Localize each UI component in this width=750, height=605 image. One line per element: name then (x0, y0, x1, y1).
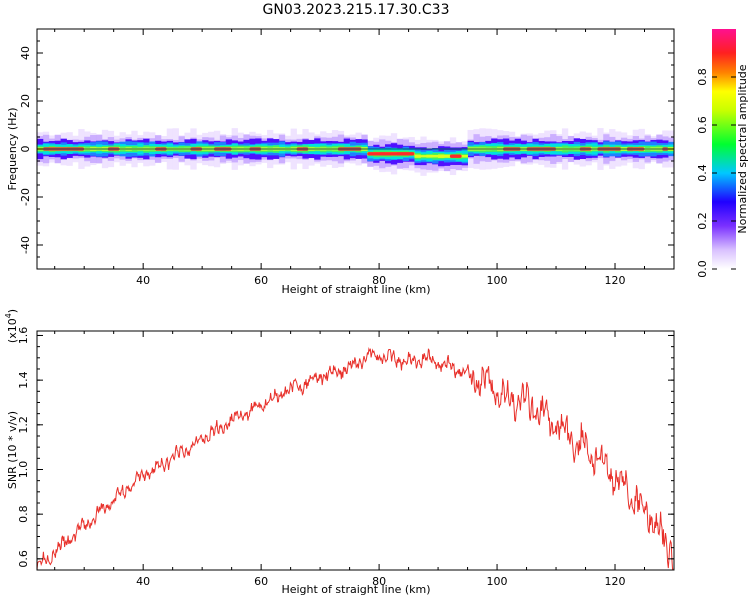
snr-ytick-label: 0.8 (17, 505, 30, 523)
snr-ytick-label: 1.6 (17, 327, 30, 345)
spectrogram-cell (426, 154, 433, 158)
snr-ytick-label: 1.4 (17, 371, 30, 389)
spectrogram-ytick-label: -20 (19, 188, 32, 206)
spectrogram-cell (438, 154, 445, 158)
snr-frame (36, 330, 675, 571)
spectrogram-ytick-label: 20 (19, 94, 32, 108)
spectrogram-xtick-label: 80 (372, 274, 386, 287)
snr-xtick-label: 100 (487, 575, 508, 588)
snr-plot-area (37, 331, 674, 570)
spectrogram-ylabel: Frequency (Hz) (6, 108, 19, 191)
spectrogram-peak (449, 154, 462, 158)
colorbar-tick-label: 0.4 (696, 164, 709, 182)
colorbar-ticks: 0.0 0.2 0.4 0.6 0.8 (696, 68, 736, 278)
spectrogram-ytick-label: -40 (19, 236, 32, 254)
figure-title: GN03.2023.215.17.30.C33 (263, 2, 450, 18)
spectrogram-panel: 40 60 80 100 120 40 20 0 -20 -40 Height of straig… (6, 28, 675, 296)
spectrogram-xtick-label: 40 (136, 274, 150, 287)
colorbar-tick-label: 0.2 (696, 212, 709, 230)
snr-ylabel: SNR (10 * v/v) (6, 411, 19, 489)
snr-xtick-label: 60 (254, 575, 268, 588)
snr-xlabel: Height of straight line (km) (281, 583, 430, 596)
colorbar-label: Normalized spectral amplitude (736, 64, 749, 233)
colorbar-tick-label: 0.8 (696, 68, 709, 86)
colorbar-tick-label: 0.6 (696, 116, 709, 134)
spectrogram-peak (367, 152, 415, 156)
spectrogram-xtick-label: 60 (254, 274, 268, 287)
snr-ytick-label: 1.2 (17, 416, 30, 434)
frequency-band (37, 128, 674, 176)
snr-xtick-label: 120 (605, 575, 626, 588)
snr-xtick-label: 40 (136, 575, 150, 588)
spectrogram-xtick-label: 120 (605, 274, 626, 287)
snr-ytick-label: 1.0 (17, 461, 30, 479)
snr-ytick-label: 0.6 (17, 550, 30, 568)
spectrogram-cell (461, 154, 468, 158)
spectrogram-xtick-label: 100 (487, 274, 508, 287)
snr-scale-label: (x104) (4, 309, 19, 343)
spectrogram-cell (432, 154, 439, 158)
colorbar-gradient (712, 29, 736, 269)
snr-panel: 40 60 80 100 120 1.6 1.4 1.2 1.0 0.8 0.6 Height of… (4, 309, 675, 596)
spectrogram-cell (443, 154, 451, 158)
spectrogram-ytick-label: 0 (19, 146, 32, 153)
colorbar-tick-label: 0.0 (696, 260, 709, 278)
spectrogram-cell (420, 155, 427, 158)
snr-xtick-label: 80 (372, 575, 386, 588)
spectrogram-ytick-label: 40 (19, 46, 32, 60)
snr-ticks: 40 60 80 100 120 1.6 1.4 1.2 1.0 0.8 0.6 (17, 327, 675, 588)
snr-series-line (37, 346, 674, 570)
colorbar: 0.0 0.2 0.4 0.6 0.8 Normalized spectral ampl… (696, 29, 749, 278)
spectrogram-xlabel: Height of straight line (km) (281, 283, 430, 296)
spectrogram-cell (414, 154, 421, 158)
spectrogram-ticks: 40 60 80 100 120 40 20 0 -20 -40 (19, 29, 675, 287)
